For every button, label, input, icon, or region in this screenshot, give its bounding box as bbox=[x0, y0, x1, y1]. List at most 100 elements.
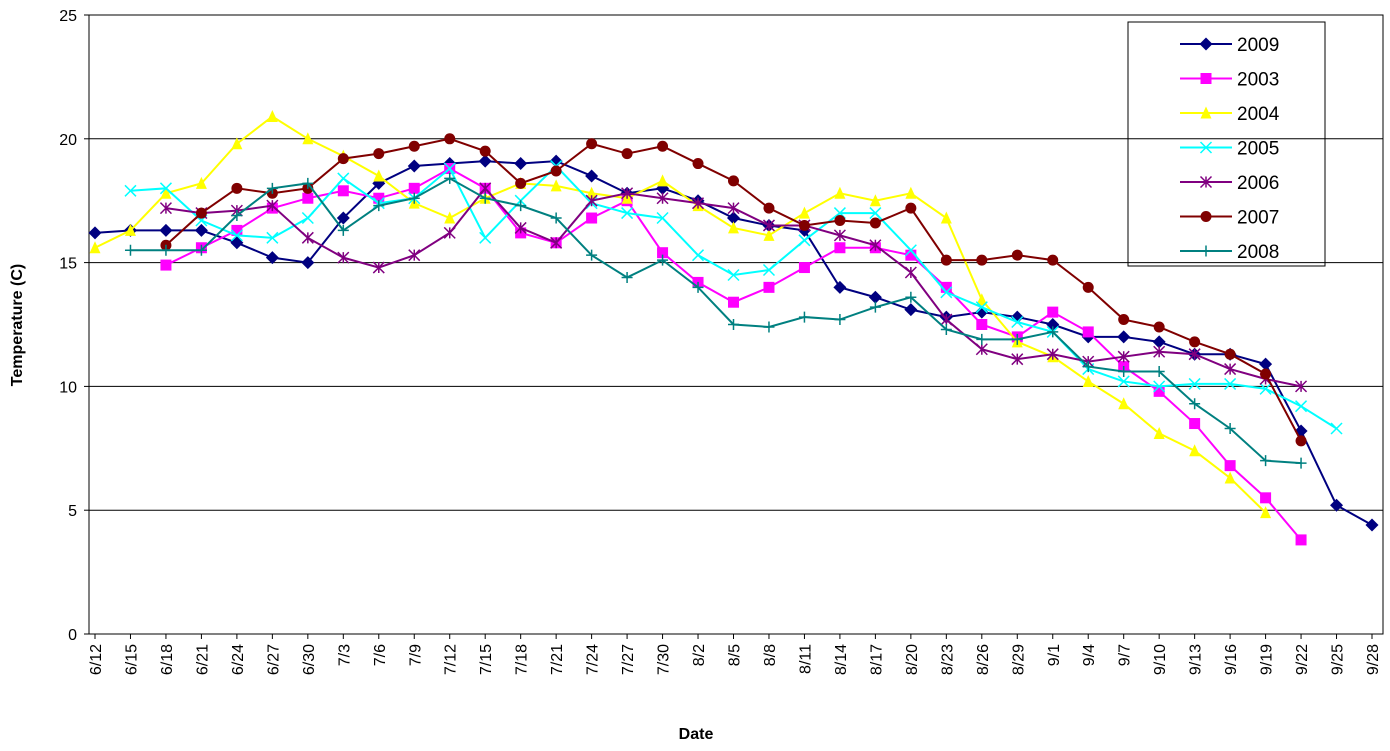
marker bbox=[692, 158, 704, 170]
x-tick-label: 7/15 bbox=[478, 644, 495, 675]
marker bbox=[1011, 333, 1023, 345]
marker bbox=[408, 182, 420, 194]
marker bbox=[586, 138, 598, 150]
marker bbox=[904, 303, 918, 317]
marker bbox=[905, 186, 917, 199]
marker bbox=[408, 192, 420, 204]
marker bbox=[904, 266, 917, 279]
marker bbox=[337, 251, 350, 264]
marker bbox=[976, 293, 988, 306]
marker bbox=[940, 313, 953, 326]
marker bbox=[478, 154, 492, 168]
marker bbox=[444, 172, 456, 184]
marker bbox=[1224, 422, 1236, 434]
marker bbox=[762, 219, 776, 232]
marker bbox=[195, 244, 207, 256]
marker bbox=[976, 319, 988, 330]
marker bbox=[1330, 422, 1343, 435]
marker bbox=[728, 175, 739, 187]
marker bbox=[550, 212, 562, 224]
marker bbox=[904, 244, 917, 257]
marker bbox=[869, 217, 881, 229]
marker bbox=[124, 184, 137, 197]
marker bbox=[1200, 73, 1212, 84]
marker bbox=[1295, 380, 1308, 393]
x-tick-label: 8/23 bbox=[939, 644, 956, 675]
marker bbox=[1259, 382, 1272, 395]
x-tick-label: 7/18 bbox=[514, 644, 531, 675]
marker bbox=[231, 224, 243, 236]
marker bbox=[1260, 492, 1272, 504]
marker bbox=[691, 249, 705, 262]
marker bbox=[975, 301, 988, 314]
marker bbox=[692, 281, 704, 293]
marker bbox=[301, 231, 314, 244]
marker bbox=[869, 301, 881, 313]
marker bbox=[727, 202, 740, 215]
marker bbox=[1189, 398, 1201, 410]
marker bbox=[656, 212, 669, 225]
marker bbox=[1295, 457, 1307, 469]
marker bbox=[975, 343, 988, 356]
marker bbox=[976, 333, 988, 345]
marker bbox=[586, 212, 598, 224]
marker bbox=[798, 311, 810, 323]
legend-box bbox=[1127, 21, 1326, 267]
legend-label: 2007 bbox=[1237, 208, 1279, 229]
marker bbox=[549, 154, 563, 168]
legend-label: 2009 bbox=[1237, 35, 1279, 56]
marker bbox=[1224, 377, 1237, 390]
marker bbox=[550, 236, 563, 249]
marker bbox=[1153, 366, 1165, 378]
x-tick-label: 6/21 bbox=[194, 644, 211, 675]
marker bbox=[798, 262, 810, 274]
marker bbox=[337, 172, 350, 185]
marker bbox=[479, 145, 491, 157]
marker bbox=[940, 281, 952, 293]
marker bbox=[230, 229, 243, 242]
x-tick-label: 6/27 bbox=[265, 644, 282, 675]
x-tick-label: 9/22 bbox=[1294, 644, 1311, 675]
marker bbox=[160, 259, 172, 271]
marker bbox=[1189, 444, 1201, 457]
x-tick-label: 9/25 bbox=[1330, 644, 1347, 675]
marker bbox=[372, 261, 385, 274]
marker bbox=[798, 219, 810, 231]
marker bbox=[514, 221, 527, 234]
marker bbox=[1153, 385, 1165, 397]
marker bbox=[1224, 471, 1236, 484]
marker bbox=[301, 212, 314, 225]
marker bbox=[1153, 321, 1165, 333]
marker bbox=[408, 140, 420, 152]
marker bbox=[194, 223, 208, 237]
y-tick-label: 10 bbox=[59, 379, 77, 396]
marker bbox=[657, 140, 669, 152]
marker bbox=[940, 323, 952, 335]
legend-label: 2008 bbox=[1237, 242, 1279, 263]
marker bbox=[373, 169, 385, 182]
marker bbox=[301, 256, 315, 270]
marker bbox=[479, 192, 491, 204]
y-tick-label: 0 bbox=[68, 627, 77, 644]
x-tick-label: 8/5 bbox=[727, 644, 744, 666]
x-tick-label: 8/29 bbox=[1010, 644, 1027, 675]
marker bbox=[1153, 426, 1165, 439]
marker bbox=[621, 207, 634, 220]
marker bbox=[1200, 245, 1212, 257]
marker bbox=[373, 200, 385, 212]
marker bbox=[586, 249, 598, 261]
marker bbox=[762, 263, 776, 277]
marker bbox=[1189, 418, 1201, 430]
x-tick-label: 6/24 bbox=[230, 644, 247, 675]
marker bbox=[657, 174, 669, 187]
marker bbox=[124, 223, 136, 236]
marker bbox=[586, 186, 598, 199]
marker bbox=[444, 211, 456, 224]
marker bbox=[337, 224, 349, 236]
y-axis-label: Temperature (C) bbox=[9, 264, 26, 386]
x-tick-label: 9/19 bbox=[1259, 644, 1276, 675]
marker bbox=[266, 182, 278, 194]
marker bbox=[1295, 435, 1307, 447]
marker bbox=[266, 199, 279, 212]
marker bbox=[1153, 345, 1166, 358]
